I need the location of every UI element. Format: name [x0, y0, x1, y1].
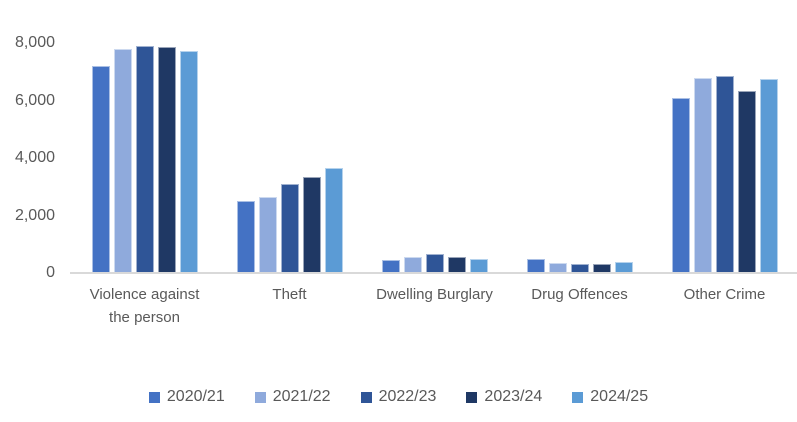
bar — [179, 51, 198, 273]
bar — [236, 201, 255, 273]
x-axis-category-label: Dwelling Burglary — [376, 286, 493, 303]
bar — [469, 259, 488, 273]
legend-item: 2024/25 — [572, 388, 648, 406]
legend-swatch-icon — [360, 391, 372, 403]
x-axis-category-label: Other Crime — [683, 286, 766, 303]
bar — [526, 259, 545, 273]
bar — [737, 91, 756, 273]
x-axis-line — [70, 272, 797, 274]
legend-swatch-icon — [254, 391, 266, 403]
bar-group — [507, 43, 652, 273]
bar-group — [362, 43, 507, 273]
y-tick-label: 6,000 — [14, 91, 55, 109]
legend-label: 2020/21 — [166, 388, 225, 405]
bar — [759, 79, 778, 273]
bar — [715, 76, 734, 273]
bar — [258, 197, 277, 273]
bar-group — [72, 43, 217, 273]
legend-item: 2022/23 — [360, 388, 437, 406]
y-tick-label: 4,000 — [14, 149, 55, 166]
legend-label: 2022/23 — [378, 388, 437, 405]
legend-label: 2021/22 — [272, 388, 331, 405]
x-axis-labels: Violence against the person Theft Dwelling… — [72, 283, 797, 329]
bar — [91, 66, 110, 273]
legend-swatch-icon — [572, 391, 584, 403]
bar — [425, 254, 444, 273]
x-axis-category-label: Drug Offences — [531, 286, 628, 303]
bar — [302, 177, 321, 273]
plot-area — [72, 43, 797, 273]
y-tick-label: 8,000 — [14, 34, 55, 51]
legend: 2020/21 2021/22 2022/23 2023/24 2024/25 — [0, 388, 797, 406]
bar — [671, 98, 690, 273]
bar — [135, 46, 154, 273]
x-axis-category-label: Theft — [272, 286, 307, 303]
legend-label: 2023/24 — [484, 388, 543, 405]
bar — [614, 262, 633, 273]
bar — [113, 49, 132, 273]
y-tick-label: 0 — [46, 264, 55, 281]
bar — [403, 257, 422, 273]
bar — [381, 260, 400, 273]
bar — [447, 257, 466, 273]
bar — [570, 264, 589, 273]
bar — [280, 184, 299, 273]
bar — [157, 47, 176, 273]
legend-swatch-icon — [466, 391, 478, 403]
bar-group — [652, 43, 797, 273]
legend-item: 2023/24 — [466, 388, 542, 406]
y-tick-label: 2,000 — [14, 206, 55, 224]
bar-group — [217, 43, 362, 273]
bar — [324, 168, 343, 273]
legend-swatch-icon — [148, 391, 160, 403]
bar — [548, 263, 567, 273]
legend-item: 2021/22 — [254, 388, 331, 406]
bar — [693, 78, 712, 273]
legend-item: 2020/21 — [148, 388, 225, 406]
legend-label: 2024/25 — [590, 388, 649, 405]
bar — [592, 264, 611, 273]
x-axis-category-label: Violence against the person — [89, 286, 200, 326]
